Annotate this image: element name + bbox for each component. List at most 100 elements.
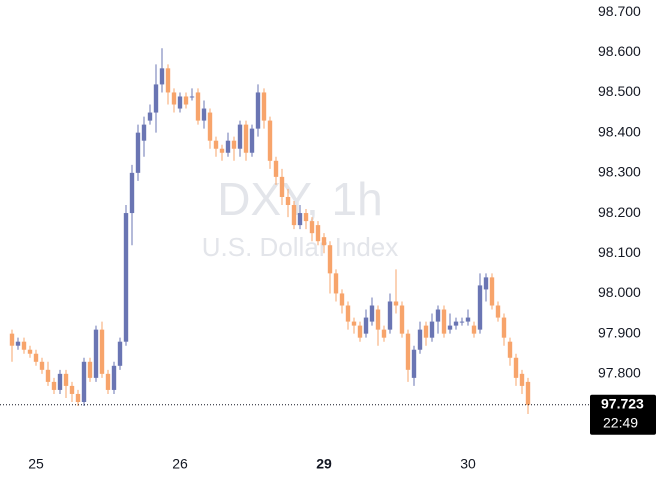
candle-body xyxy=(45,369,51,382)
candle-body xyxy=(315,225,321,242)
candle-body xyxy=(357,325,363,338)
candle-body xyxy=(177,96,183,109)
candle-body xyxy=(171,92,177,105)
y-tick-label: 98.600 xyxy=(598,43,641,59)
candle-body xyxy=(105,373,111,390)
candle-body xyxy=(63,373,69,386)
candle-body xyxy=(519,373,525,386)
candle-body xyxy=(69,385,75,394)
candle-body xyxy=(93,329,99,378)
candle-body xyxy=(123,213,129,342)
candle-body xyxy=(213,140,219,149)
candle-body xyxy=(333,273,339,294)
candle-body xyxy=(387,301,393,330)
candle-body xyxy=(351,321,357,326)
candle-body xyxy=(243,124,249,153)
candle-body xyxy=(237,124,243,149)
y-tick-label: 98.500 xyxy=(598,83,641,99)
candle-body xyxy=(423,325,429,338)
candle-body xyxy=(321,237,327,246)
candle-body xyxy=(477,285,483,330)
candle-body xyxy=(195,92,201,121)
candle-body xyxy=(39,361,45,370)
candle-body xyxy=(435,309,441,322)
candle-body xyxy=(51,381,57,390)
candle-body xyxy=(375,309,381,330)
candle-body xyxy=(309,221,315,234)
candle-body xyxy=(165,68,171,93)
candle-body xyxy=(15,341,21,346)
candle-body xyxy=(183,96,189,105)
candle-body xyxy=(417,329,423,350)
candle-body xyxy=(159,68,165,85)
candle-body xyxy=(111,365,117,390)
candle-body xyxy=(501,317,507,338)
candle-body xyxy=(447,325,453,330)
candle-body xyxy=(327,245,333,274)
x-tick-label: 26 xyxy=(172,456,188,472)
candle-body xyxy=(147,112,153,121)
candle-body xyxy=(489,277,495,306)
candle-body xyxy=(465,317,471,322)
candle-body xyxy=(513,357,519,378)
candle-body xyxy=(279,176,285,197)
candle-body xyxy=(261,92,267,121)
candle-body xyxy=(33,353,39,362)
x-tick-label: 30 xyxy=(460,456,476,472)
candle-body xyxy=(381,329,387,338)
candle-body xyxy=(441,309,447,334)
candle-body xyxy=(207,112,213,141)
candle-body xyxy=(453,321,459,326)
candle-body xyxy=(411,349,417,378)
y-tick-label: 98.700 xyxy=(598,3,641,19)
candle-body xyxy=(267,120,273,161)
candle-body xyxy=(399,305,405,334)
y-tick-label: 98.100 xyxy=(598,244,641,260)
candle-body xyxy=(135,132,141,173)
candle-body xyxy=(9,333,15,346)
candle-body xyxy=(483,277,489,290)
candle-body xyxy=(459,321,465,323)
candle-body xyxy=(291,205,297,226)
candle-body xyxy=(285,196,291,206)
last-price-box xyxy=(590,394,656,435)
last-price-label: 97.723 xyxy=(601,396,644,412)
candle-body xyxy=(255,92,261,129)
candle-body xyxy=(495,305,501,318)
candle-body xyxy=(81,361,87,402)
candle-body xyxy=(249,128,255,153)
candle-body xyxy=(345,305,351,322)
x-tick-label: 25 xyxy=(28,456,44,472)
y-tick-label: 98.300 xyxy=(598,164,641,180)
candle-body xyxy=(99,329,105,374)
candle-body xyxy=(393,301,399,306)
candle-body xyxy=(219,148,225,153)
candle-body xyxy=(129,172,135,214)
candle-body xyxy=(153,84,159,113)
candle-body xyxy=(189,96,195,98)
candle-body xyxy=(369,305,375,322)
candle-body xyxy=(471,325,477,334)
y-tick-label: 98.400 xyxy=(598,123,641,139)
candle-body xyxy=(117,341,123,366)
candle-body xyxy=(21,341,27,350)
candle-body xyxy=(525,381,531,405)
candle-body xyxy=(201,108,207,121)
candle-body xyxy=(87,361,93,378)
candle-body xyxy=(231,140,237,149)
y-tick-label: 97.900 xyxy=(598,324,641,340)
candle-body xyxy=(297,213,303,226)
candle-body xyxy=(339,293,345,306)
candle-body xyxy=(273,160,279,177)
candle-body xyxy=(507,341,513,358)
candle-body xyxy=(405,333,411,370)
candle-body xyxy=(75,393,81,402)
x-tick-label: 29 xyxy=(316,456,332,472)
y-tick-label: 97.800 xyxy=(598,365,641,381)
candle-body xyxy=(141,124,147,141)
y-tick-label: 98.000 xyxy=(598,284,641,300)
candle-body xyxy=(57,373,63,390)
candle-body xyxy=(429,321,435,338)
candle-body xyxy=(303,213,309,222)
